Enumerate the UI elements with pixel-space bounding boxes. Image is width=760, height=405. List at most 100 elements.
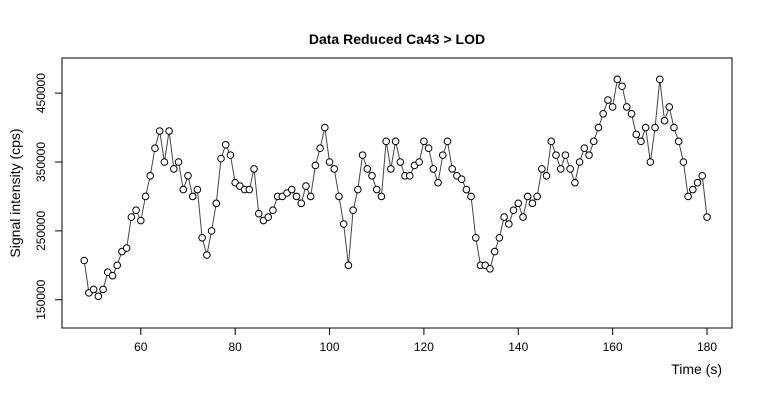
data-point — [368, 171, 376, 180]
data-point — [217, 154, 225, 163]
x-tick-label: 100 — [320, 340, 340, 354]
data-point — [674, 137, 683, 146]
data-point — [693, 178, 702, 187]
data-point — [420, 137, 428, 146]
data-point — [519, 213, 527, 221]
data-point — [684, 192, 692, 201]
data-point — [372, 185, 381, 194]
data-point — [641, 123, 650, 132]
data-point — [566, 165, 574, 173]
data-point — [415, 158, 423, 166]
data-point — [505, 220, 513, 228]
data-point — [94, 292, 103, 301]
x-axis-label: Time (s) — [671, 361, 722, 377]
data-point — [580, 144, 589, 153]
y-tick-label: 450000 — [34, 73, 48, 113]
data-point — [174, 158, 183, 166]
data-point — [604, 96, 612, 104]
data-point — [486, 264, 494, 273]
data-point — [160, 158, 169, 166]
data-point — [434, 178, 442, 187]
data-point — [184, 171, 192, 180]
data-point — [226, 151, 235, 159]
data-point — [391, 137, 400, 146]
data-point — [613, 75, 622, 84]
data-point — [589, 137, 598, 146]
data-point — [287, 185, 296, 194]
data-point — [660, 116, 669, 125]
data-point — [495, 233, 504, 242]
data-point — [141, 192, 150, 201]
data-point — [627, 109, 636, 118]
data-point — [122, 244, 131, 252]
data-point — [339, 220, 348, 228]
data-point — [321, 123, 329, 132]
data-point — [335, 192, 343, 201]
data-point — [538, 165, 546, 173]
data-point — [165, 127, 173, 135]
data-point — [212, 199, 221, 208]
data-point — [155, 127, 164, 135]
data-point — [89, 285, 98, 294]
data-point — [330, 165, 339, 173]
data-point — [405, 171, 414, 180]
chart-title: Data Reduced Ca43 > LOD — [309, 31, 485, 47]
data-point — [637, 137, 645, 146]
data-point — [490, 247, 499, 256]
data-point — [292, 192, 301, 201]
data-point — [358, 151, 367, 159]
data-point — [80, 256, 88, 265]
data-point — [651, 123, 659, 132]
data-point — [618, 82, 626, 91]
x-tick-label: 60 — [134, 340, 148, 354]
data-point — [387, 165, 395, 173]
data-point — [311, 161, 320, 170]
x-tick-label: 80 — [228, 340, 242, 354]
data-point — [457, 175, 466, 184]
data-point — [306, 192, 315, 201]
x-tick-label: 180 — [697, 340, 717, 354]
data-point — [207, 227, 216, 235]
x-tick-label: 140 — [508, 340, 528, 354]
data-point — [443, 137, 452, 146]
data-point — [698, 171, 707, 180]
data-point — [514, 199, 523, 208]
data-point — [429, 165, 438, 173]
data-point — [542, 171, 551, 180]
data-point — [221, 140, 230, 149]
data-point — [438, 151, 447, 159]
data-point — [467, 192, 475, 201]
data-point — [269, 206, 277, 215]
data-point — [396, 158, 405, 166]
data-point — [523, 192, 532, 201]
data-point — [533, 192, 541, 201]
data-point — [575, 158, 584, 166]
data-point — [146, 171, 155, 180]
data-point — [670, 123, 678, 132]
data-point — [689, 185, 697, 194]
data-point — [151, 144, 159, 153]
data-point — [325, 158, 334, 166]
data-point — [462, 185, 471, 194]
data-point — [193, 185, 202, 194]
data-point — [250, 165, 258, 173]
data-point — [552, 151, 560, 159]
data-point — [424, 144, 433, 153]
data-point — [471, 233, 480, 242]
data-point — [297, 199, 306, 208]
data-point — [179, 185, 188, 194]
data-point — [302, 182, 310, 190]
y-tick-label: 350000 — [34, 142, 48, 182]
data-point — [113, 261, 122, 270]
data-point — [136, 216, 145, 225]
data-point — [656, 75, 664, 84]
data-point — [127, 213, 136, 221]
data-point — [646, 158, 655, 166]
data-point — [608, 103, 617, 111]
data-point — [170, 165, 178, 173]
data-point — [382, 137, 390, 146]
data-point — [198, 233, 206, 242]
data-point — [108, 271, 117, 280]
data-point — [188, 192, 197, 201]
